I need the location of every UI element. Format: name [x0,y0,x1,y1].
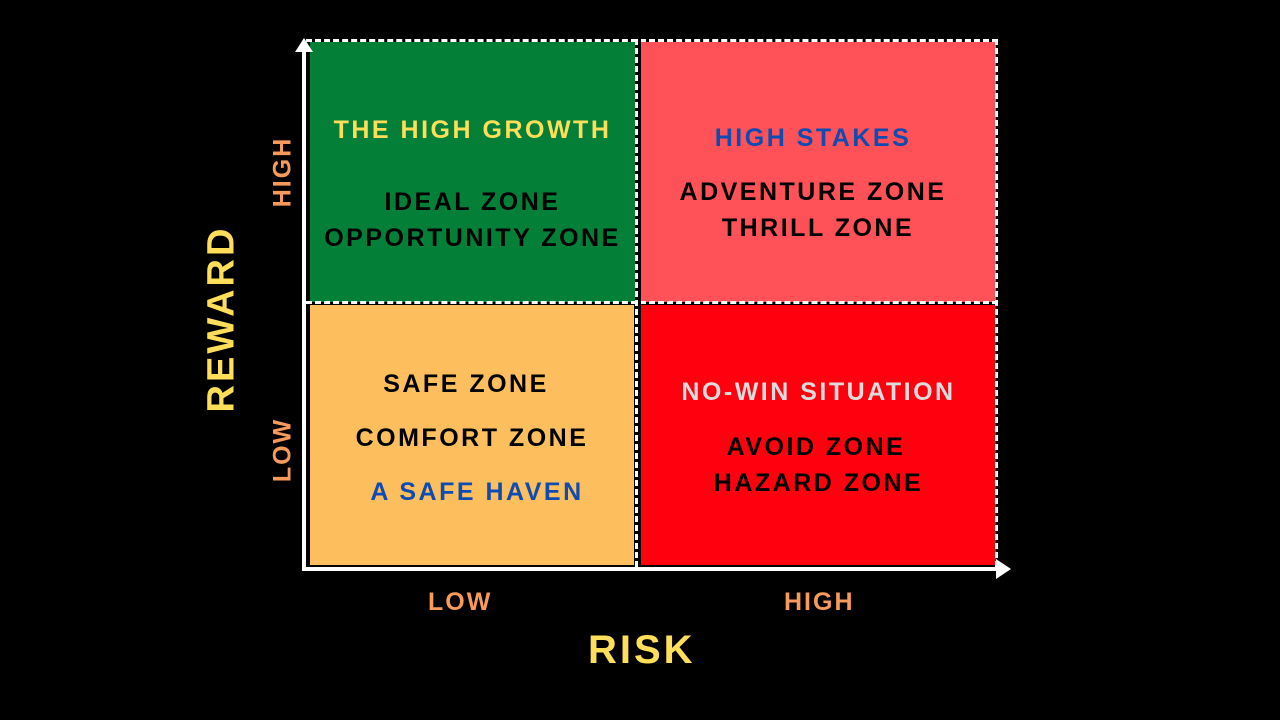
quadrant-line: SAFE ZONE [383,370,549,398]
quadrant-no-win: NO-WIN SITUATION AVOID ZONE HAZARD ZONE [641,305,996,565]
quadrant-line: AVOID ZONE [726,433,906,461]
middle-vertical-divider [635,39,641,567]
quadrant-line: THRILL ZONE [721,214,915,242]
x-axis-arrow-icon [996,559,1011,579]
y-axis-low-label: LOW [268,417,297,483]
y-axis-high-label: HIGH [268,136,297,208]
quadrant-heading: NO-WIN SITUATION [681,378,956,406]
x-axis-high-label: HIGH [784,588,855,616]
x-axis-title: RISK [588,628,696,672]
quadrant-line: IDEAL ZONE [384,188,561,216]
quadrant-high-growth: THE HIGH GROWTH IDEAL ZONE OPPORTUNITY Z… [310,42,635,302]
quadrant-line: COMFORT ZONE [355,424,589,452]
middle-horizontal-divider [306,301,998,304]
top-dashed-border [306,39,998,42]
quadrant-line: ADVENTURE ZONE [679,178,947,206]
quadrant-safe-haven: SAFE ZONE COMFORT ZONE A SAFE HAVEN [310,305,634,565]
quadrant-high-stakes: HIGH STAKES ADVENTURE ZONE THRILL ZONE [640,42,996,302]
y-axis-title: REWARD [200,225,243,413]
x-axis-low-label: LOW [428,588,493,616]
quadrant-line: OPPORTUNITY ZONE [324,224,621,252]
quadrant-heading: A SAFE HAVEN [370,478,584,506]
quadrant-line: HAZARD ZONE [713,469,924,497]
y-axis-arrow-icon [295,38,313,52]
quadrant-heading: THE HIGH GROWTH [333,116,612,144]
quadrant-heading: HIGH STAKES [714,124,912,152]
